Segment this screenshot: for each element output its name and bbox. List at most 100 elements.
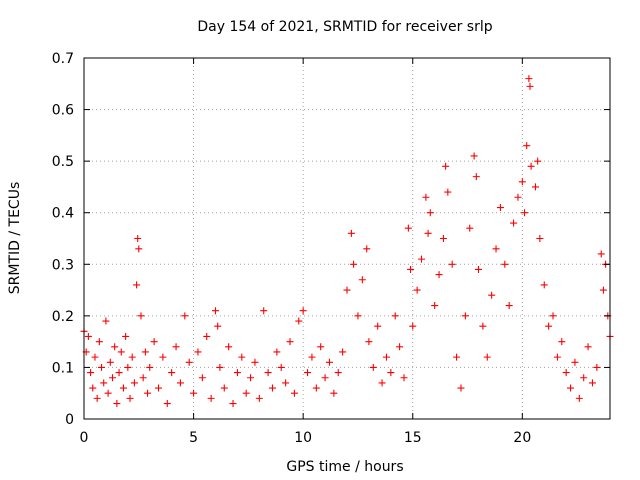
data-point xyxy=(113,400,121,408)
data-point xyxy=(523,142,531,150)
data-point xyxy=(168,369,176,377)
data-point xyxy=(91,353,99,361)
data-point xyxy=(521,209,529,217)
data-point xyxy=(599,286,607,294)
data-point xyxy=(98,363,106,371)
data-point xyxy=(510,219,518,227)
data-point xyxy=(540,281,548,289)
data-point xyxy=(472,173,480,181)
data-point xyxy=(470,152,478,160)
data-point xyxy=(334,369,342,377)
data-point xyxy=(216,363,224,371)
data-point xyxy=(404,224,412,232)
data-point xyxy=(597,250,605,258)
x-tick-labels: 0 5 10 15 20 xyxy=(80,430,532,446)
data-point xyxy=(525,75,533,83)
data-point xyxy=(358,276,366,284)
data-point xyxy=(534,157,542,165)
x-tick-label: 20 xyxy=(513,430,531,446)
data-point xyxy=(229,400,237,408)
data-point xyxy=(159,353,167,361)
y-tick-label: 0.1 xyxy=(52,360,74,376)
data-point xyxy=(571,358,579,366)
data-point xyxy=(172,343,180,351)
data-point xyxy=(260,307,268,315)
data-point xyxy=(100,379,108,387)
data-point xyxy=(448,260,456,268)
data-point xyxy=(435,271,443,279)
data-point xyxy=(562,369,570,377)
x-tick-label: 15 xyxy=(404,430,422,446)
data-point xyxy=(431,302,439,310)
data-point xyxy=(518,178,526,186)
data-point xyxy=(135,245,143,253)
data-point xyxy=(207,394,215,402)
data-point xyxy=(122,332,130,340)
data-point xyxy=(130,379,138,387)
data-point xyxy=(155,384,163,392)
data-point xyxy=(233,369,241,377)
x-tick-label: 10 xyxy=(294,430,312,446)
data-point xyxy=(317,343,325,351)
data-point xyxy=(89,384,97,392)
data-point xyxy=(422,193,430,201)
data-point xyxy=(238,353,246,361)
data-point xyxy=(242,389,250,397)
data-point xyxy=(483,353,491,361)
plot-frame xyxy=(83,57,611,420)
data-point xyxy=(461,312,469,320)
data-point xyxy=(247,374,255,382)
x-tick-label: 5 xyxy=(189,430,198,446)
data-point xyxy=(444,188,452,196)
data-point xyxy=(214,322,222,330)
data-point xyxy=(299,307,307,315)
data-point xyxy=(203,332,211,340)
data-point xyxy=(567,384,575,392)
data-point xyxy=(295,317,303,325)
data-point xyxy=(382,353,390,361)
data-point xyxy=(185,358,193,366)
data-point xyxy=(466,224,474,232)
data-point xyxy=(527,162,535,170)
data-point xyxy=(549,312,557,320)
data-point xyxy=(350,260,358,268)
data-point xyxy=(139,374,147,382)
data-point xyxy=(374,322,382,330)
data-point xyxy=(282,379,290,387)
data-point xyxy=(339,348,347,356)
data-point xyxy=(212,307,219,315)
data-point xyxy=(407,265,415,273)
data-point xyxy=(369,363,377,371)
data-point xyxy=(496,204,504,212)
data-point xyxy=(87,369,95,377)
data-point xyxy=(286,338,294,346)
data-point xyxy=(198,374,206,382)
data-point xyxy=(150,338,158,346)
data-point xyxy=(251,358,259,366)
data-point xyxy=(95,338,103,346)
data-point xyxy=(387,369,395,377)
data-point xyxy=(133,281,141,289)
data-point xyxy=(268,384,276,392)
y-tick-label: 0.7 xyxy=(52,51,74,67)
data-point xyxy=(492,245,500,253)
data-point xyxy=(409,322,417,330)
data-point xyxy=(479,322,487,330)
data-point xyxy=(378,379,386,387)
data-point xyxy=(84,332,92,340)
data-point xyxy=(115,369,123,377)
x-axis-label: GPS time / hours xyxy=(286,459,403,475)
data-point xyxy=(111,343,119,351)
data-point xyxy=(137,312,145,320)
data-point xyxy=(163,400,171,408)
y-tick-label: 0.2 xyxy=(52,309,74,325)
data-point xyxy=(134,235,142,242)
data-point xyxy=(413,286,421,294)
data-point xyxy=(312,384,320,392)
data-point xyxy=(194,348,202,356)
y-tick-label: 0 xyxy=(65,412,74,428)
y-tick-labels: 0 0.1 0.2 0.3 0.4 0.5 0.6 0.7 xyxy=(52,51,74,428)
data-point xyxy=(501,260,509,268)
data-point xyxy=(104,389,112,397)
